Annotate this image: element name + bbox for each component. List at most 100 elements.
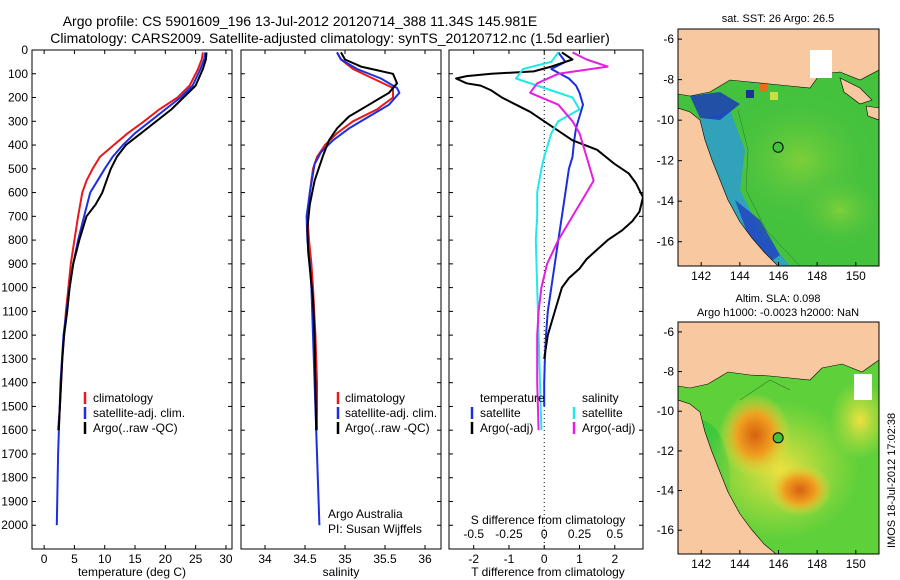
- x-tick-label: 20: [159, 552, 173, 566]
- legend-s-satellite: satellite: [582, 406, 623, 420]
- temperature-legend: climatology satellite-adj. clim. Argo(..…: [83, 391, 185, 435]
- temperature-xlabel: temperature (deg C): [78, 565, 186, 579]
- sst-map-title: sat. SST: 26 Argo: 26.5: [722, 13, 835, 25]
- map-y-tick-label: -8: [663, 73, 674, 87]
- map-x-tick-label: 144: [730, 557, 750, 571]
- s-tick-label: 0.5: [606, 527, 623, 541]
- x-tick-label: 34.5: [293, 552, 317, 566]
- y-tick-label: 600: [8, 186, 28, 200]
- legend-t-satellite: satellite: [480, 406, 521, 420]
- legend-salinity-header: salinity: [582, 391, 619, 405]
- legend-t-argo: Argo(-adj): [480, 421, 533, 435]
- legend-argo: Argo(..raw -QC): [345, 421, 430, 435]
- y-tick-label: 0: [21, 43, 28, 57]
- legend-satellite-adj: satellite-adj. clim.: [345, 406, 437, 420]
- x-tick-label: 25: [189, 552, 203, 566]
- x-tick-label: -2: [468, 552, 479, 566]
- series-t-satellite: [543, 51, 584, 407]
- map-y-tick-label: -14: [657, 194, 675, 208]
- legend-argo: Argo(..raw -QC): [93, 421, 178, 435]
- salinity-xlabel: salinity: [323, 565, 360, 579]
- map-x-tick-label: 146: [768, 269, 788, 283]
- difference-legend: temperature satellite Argo(-adj) salinit…: [470, 391, 635, 435]
- map-x-tick-label: 142: [691, 269, 711, 283]
- legend-temperature-header: temperature: [480, 391, 545, 405]
- y-tick-label: 900: [8, 257, 28, 271]
- timestamp: IMOS 18-Jul-2012 17:02:38: [886, 413, 898, 548]
- difference-xlabel: T difference from climatology: [471, 565, 625, 579]
- x-tick-label: 1: [576, 552, 583, 566]
- annotation-pi: PI: Susan Wijffels: [328, 522, 422, 536]
- salinity-plot: 34 34.5 35 35.5 36: [241, 49, 441, 566]
- x-tick-label: 30: [219, 552, 233, 566]
- map-x-tick-label: 142: [691, 557, 711, 571]
- map-y-tick-label: -10: [657, 113, 675, 127]
- map-x-tick-label: 148: [807, 557, 827, 571]
- sla-argo-marker: [772, 432, 784, 444]
- y-tick-label: 700: [8, 209, 28, 223]
- y-tick-label: 1800: [1, 471, 28, 485]
- s-tick-label: -0.25: [495, 527, 523, 541]
- annotation-argo-australia: Argo Australia: [328, 507, 403, 521]
- map-y-tick-label: -8: [663, 365, 674, 379]
- y-tick-label: 1000: [1, 281, 28, 295]
- sla-map: [678, 322, 879, 554]
- y-tick-label: 300: [8, 114, 28, 128]
- y-tick-label: 100: [8, 67, 28, 81]
- map-x-tick-label: 150: [846, 557, 866, 571]
- x-tick-label: 0: [41, 552, 48, 566]
- series-s-satellite: [515, 51, 581, 431]
- map-y-tick-label: -6: [663, 32, 674, 46]
- map-y-tick-label: -12: [657, 444, 675, 458]
- y-tick-label: 1300: [1, 352, 28, 366]
- y-tick-label: 800: [8, 233, 28, 247]
- x-tick-label: 5: [71, 552, 78, 566]
- difference-plot: -2 -1 0 1 2 -0.5 -0.25 0 0.25 0.5: [449, 49, 643, 566]
- y-tick-label: 1100: [2, 304, 28, 318]
- y-tick-label: 1600: [1, 423, 28, 437]
- sla-map-ticks: 142 144 146 148 150 -6 -8 -10 -12 -14 -16: [657, 325, 866, 571]
- map-y-tick-label: -12: [657, 154, 675, 168]
- legend-climatology: climatology: [345, 391, 405, 405]
- legend-s-argo: Argo(-adj): [582, 421, 635, 435]
- x-tick-label: 10: [98, 552, 112, 566]
- x-tick-label: -1: [504, 552, 515, 566]
- s-difference-label: S difference from climatology: [471, 513, 626, 527]
- y-tick-label: 500: [8, 162, 28, 176]
- sla-map-title-line1: Altim. SLA: 0.098: [736, 293, 821, 305]
- series-satellite-adj-clim: [305, 51, 401, 526]
- series-t-argo-adj: [455, 51, 643, 360]
- map-y-tick-label: -16: [657, 523, 675, 537]
- series-argo-raw-qc: [306, 51, 398, 431]
- y-tick-label: 1200: [1, 328, 28, 342]
- map-y-tick-label: -6: [663, 325, 674, 339]
- sst-map-ticks: 142 144 146 148 150 -6 -8 -10 -12 -14 -16: [657, 32, 866, 283]
- map-y-tick-label: -14: [657, 484, 675, 498]
- series-s-argo-adj: [529, 51, 609, 431]
- sst-map: [678, 29, 879, 266]
- map-x-tick-label: 148: [807, 269, 827, 283]
- map-y-tick-label: -16: [657, 235, 675, 249]
- y-tick-label: 400: [8, 138, 28, 152]
- figure-title-line2: Climatology: CARS2009. Satellite-adjuste…: [50, 30, 610, 46]
- y-tick-label: 1900: [1, 494, 28, 508]
- s-tick-label: 0.25: [568, 527, 592, 541]
- map-x-tick-label: 146: [768, 557, 788, 571]
- x-tick-label: 2: [611, 552, 618, 566]
- x-tick-label: 36: [418, 552, 432, 566]
- y-tick-label: 1500: [1, 399, 28, 413]
- difference-axes: [448, 49, 644, 550]
- s-tick-label: -0.5: [463, 527, 484, 541]
- y-tick-label: 2000: [1, 518, 28, 532]
- y-tick-label: 1400: [1, 376, 28, 390]
- x-tick-label: 35.5: [373, 552, 397, 566]
- legend-climatology: climatology: [93, 391, 153, 405]
- map-y-tick-label: -10: [657, 404, 675, 418]
- x-tick-label: 15: [128, 552, 142, 566]
- salinity-legend: climatology satellite-adj. clim. Argo(..…: [328, 391, 437, 536]
- x-tick-label: 35: [338, 552, 352, 566]
- temperature-axes: [31, 49, 233, 550]
- y-tick-label: 200: [8, 91, 28, 105]
- legend-satellite-adj: satellite-adj. clim.: [93, 406, 185, 420]
